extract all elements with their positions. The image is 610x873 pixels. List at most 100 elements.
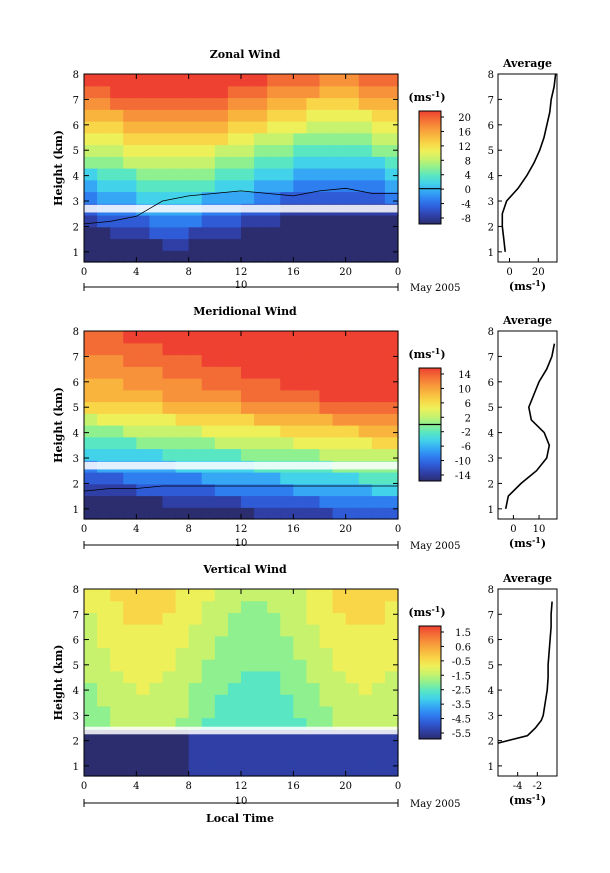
heatmap-cell [123, 156, 137, 169]
heatmap-cell [188, 366, 203, 379]
heatmap-cell [214, 448, 229, 461]
heatmap-cell [136, 342, 151, 356]
heatmap-cell [97, 85, 111, 99]
colorbar [418, 110, 442, 225]
heatmap-cell [110, 121, 124, 134]
heatmap-cell [84, 589, 98, 602]
heatmap-cell [371, 670, 386, 684]
heatmap-cell [201, 647, 216, 660]
heatmap-cell [293, 226, 308, 240]
heatmap-cell [306, 764, 321, 777]
heatmap-cell [175, 401, 190, 414]
heatmap-cell [332, 764, 347, 777]
heatmap-cell [254, 389, 268, 403]
heatmap-cell [332, 401, 347, 414]
heatmap-cell [214, 495, 229, 508]
heatmap-cell [254, 600, 268, 613]
heatmap-cell [149, 635, 164, 649]
heatmap-cell [358, 436, 373, 450]
heatmap-cell [345, 589, 360, 602]
heatmap-cell [345, 250, 360, 263]
heatmap-cell [123, 764, 137, 777]
heatmap-cell [188, 250, 203, 263]
heatmap-cell [241, 495, 255, 508]
x-tick-label: 12 [235, 524, 248, 535]
heatmap-cell [175, 144, 190, 157]
profile-y-tick-label: 6 [488, 636, 494, 647]
heatmap-cell [332, 250, 347, 263]
profile-y-tick-label: 3 [488, 711, 494, 722]
heatmap-cell [123, 483, 137, 497]
heatmap-cell [188, 121, 203, 134]
profile-x-label: (ms-1) [509, 792, 546, 807]
heatmap-cell [97, 215, 111, 228]
heatmap-cell [214, 378, 229, 391]
heatmap-cell [175, 389, 190, 403]
heatmap-cell [371, 156, 386, 169]
heatmap-cell [254, 331, 268, 344]
heatmap-cell [136, 97, 151, 110]
heatmap-cell [97, 740, 111, 754]
heatmap-cell [136, 472, 151, 485]
heatmap-cell [293, 401, 308, 414]
heatmap-cell [84, 378, 98, 391]
heatmap-cell [332, 624, 347, 637]
heatmap-cell [201, 624, 216, 637]
heatmap-cell [188, 238, 203, 251]
heatmap-cell [149, 215, 164, 228]
colorbar-unit: (ms-1) [408, 89, 445, 104]
heatmap-cell [162, 694, 177, 707]
profile-x-tick-label: 0 [510, 524, 516, 535]
heatmap-cell [306, 600, 321, 613]
heatmap-cell [84, 425, 98, 438]
heatmap-cell [162, 109, 177, 122]
heatmap-cell [97, 507, 111, 520]
x-tick-label: 0 [81, 267, 87, 278]
heatmap-cell [136, 132, 151, 146]
heatmap-cell [293, 250, 308, 263]
heatmap-cell [241, 191, 255, 204]
profile-y-tick-label: 4 [488, 686, 494, 697]
heatmap-cell [214, 238, 229, 251]
heatmap-cell [371, 612, 386, 625]
heatmap-cell [162, 191, 177, 204]
heatmap-cell [371, 495, 386, 508]
heatmap-cell [267, 507, 281, 520]
heatmap-cell [175, 425, 190, 438]
heatmap-cell [267, 635, 281, 649]
heatmap-cell [319, 156, 334, 169]
heatmap-cell [267, 589, 281, 602]
heatmap-cell [227, 354, 242, 367]
heatmap-cell [97, 647, 111, 660]
heatmap-cell [149, 612, 164, 625]
colorbar-tick-label: 2 [465, 413, 471, 424]
y-tick-label: 7 [73, 352, 79, 363]
heatmap-cell [293, 448, 308, 461]
heatmap-cell [188, 612, 203, 625]
heatmap-cell [293, 425, 308, 438]
heatmap-cell [201, 448, 216, 461]
heatmap-cell [319, 507, 334, 520]
heatmap-cell [293, 705, 308, 719]
heatmap-cell [267, 109, 281, 122]
colorbar-unit: (ms-1) [408, 346, 445, 361]
heatmap-cell [293, 109, 308, 122]
heatmap-cell [306, 74, 321, 87]
heatmap-cell [254, 425, 268, 438]
heatmap-cell [175, 121, 190, 134]
heatmap-cell [241, 342, 255, 356]
heatmap-cell [149, 740, 164, 754]
heatmap-cell [110, 342, 124, 356]
heatmap-cell [123, 354, 137, 367]
heatmap-cell [267, 378, 281, 391]
heatmap-cell [123, 121, 137, 134]
heatmap-cell [241, 483, 255, 497]
heatmap-cell [214, 472, 229, 485]
heatmap-cell [280, 179, 294, 193]
heatmap-cell [201, 109, 216, 122]
heatmap-cell [319, 483, 334, 497]
y-tick-label: 1 [73, 248, 79, 259]
heatmap-cell [188, 342, 203, 356]
heatmap-cell [384, 483, 399, 497]
